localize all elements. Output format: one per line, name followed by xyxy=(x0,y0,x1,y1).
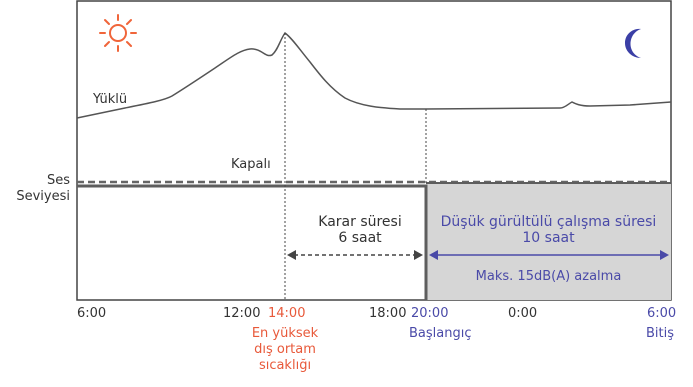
decision-arrow-left-head xyxy=(287,250,296,260)
decision-period-line1: Karar süresi xyxy=(318,214,402,230)
low-noise-arrow-left-head xyxy=(429,250,438,260)
sound-level-label: Ses Seviyesi xyxy=(16,173,70,205)
tick-0600: 6:00 xyxy=(77,306,107,321)
tick-1200: 12:00 xyxy=(223,306,261,321)
low-noise-period-line1: Düşük gürültülü çalışma süresi xyxy=(440,214,657,230)
peak-note-line2: dış ortam xyxy=(254,342,316,357)
load-curve xyxy=(76,31,672,119)
crescent-moon-icon xyxy=(625,28,641,58)
decision-period-label: Karar süresi 6 saat xyxy=(290,214,430,246)
reduction-label: Maks. 15dB(A) azalma xyxy=(475,269,622,284)
tick-2000: 20:00 xyxy=(411,306,449,321)
start-note: Başlangıç xyxy=(409,326,472,341)
sound-level-step xyxy=(77,184,428,300)
sun-icon xyxy=(99,14,137,52)
tick-1400: 14:00 xyxy=(268,306,306,321)
loaded-label: Yüklü xyxy=(93,92,128,107)
low-noise-period-label: Düşük gürültülü çalışma süresi 10 saat xyxy=(426,214,671,246)
end-note: Bitiş xyxy=(646,326,675,341)
peak-note-line1: En yüksek xyxy=(251,326,319,341)
low-noise-region xyxy=(426,183,671,300)
tick-1800: 18:00 xyxy=(369,306,407,321)
off-label: Kapalı xyxy=(231,157,271,172)
tick-0000: 0:00 xyxy=(508,306,538,321)
low-noise-arrow-right-head xyxy=(660,250,669,260)
tick-0600-end: 6:00 xyxy=(647,306,677,321)
decision-period-line2: 6 saat xyxy=(338,230,382,246)
peak-note-line3: sıcaklığı xyxy=(258,358,312,373)
peak-temperature-note: En yüksek dış ortam sıcaklığı xyxy=(235,326,335,374)
sound-level-label-line2: Seviyesi xyxy=(16,189,70,204)
low-noise-period-line2: 10 saat xyxy=(522,230,575,246)
sound-level-label-line1: Ses xyxy=(46,173,70,188)
decision-arrow-right-head xyxy=(414,250,423,260)
diagram-frame xyxy=(76,0,672,301)
